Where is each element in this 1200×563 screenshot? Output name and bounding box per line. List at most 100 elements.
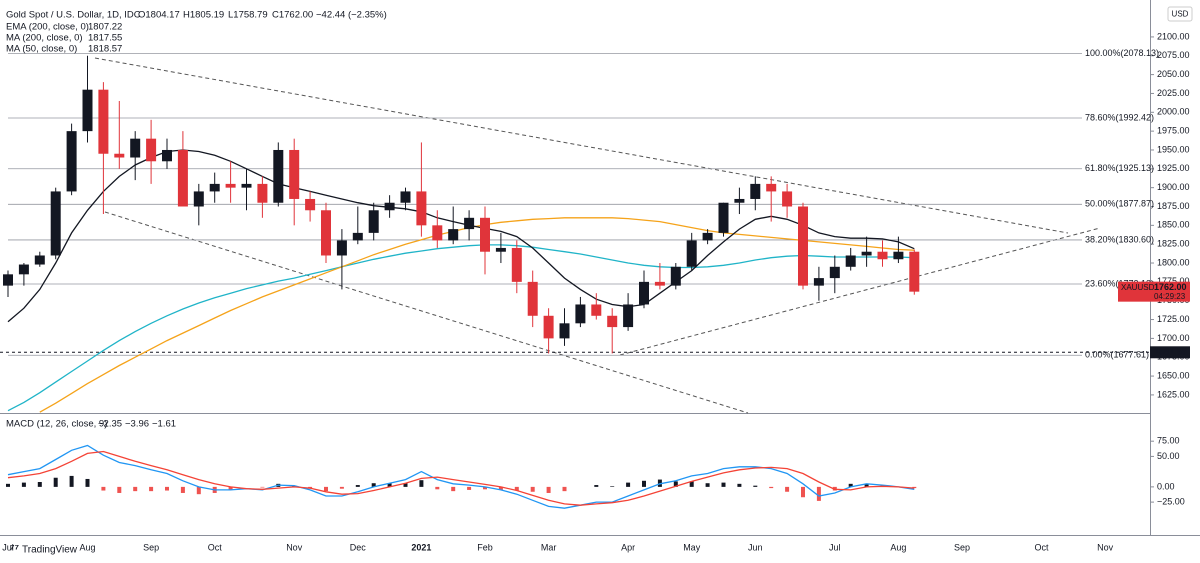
x-tick-label: Aug — [79, 542, 95, 552]
candle-body — [766, 183, 777, 192]
legend-name: EMA (200, close, 0) — [6, 22, 89, 33]
candle-body — [511, 247, 522, 282]
x-tick-label: Apr — [621, 542, 635, 552]
y-tick-label: −25.00 — [1157, 496, 1185, 506]
fib-label: 61.80%(1925.13) — [1085, 163, 1154, 173]
histogram-bar — [21, 482, 26, 487]
y-tick-label: 75.00 — [1157, 436, 1180, 446]
legend-value: −1.61 — [152, 419, 176, 430]
candle-body — [50, 191, 61, 256]
histogram-bar — [514, 486, 519, 491]
legend-value: −2.35 — [98, 419, 122, 430]
candle-body — [432, 225, 443, 241]
ohlc: O1804.17 — [138, 10, 180, 21]
y-tick-label: 1700.00 — [1157, 333, 1190, 343]
histogram-bar — [721, 482, 726, 487]
histogram-bar — [165, 486, 169, 491]
candle-body — [543, 315, 554, 339]
y-tick-label: 1850.00 — [1157, 220, 1190, 230]
histogram-bar — [69, 475, 74, 487]
histogram-bar — [196, 486, 201, 495]
legend-name: MA (200, close, 0) — [6, 33, 83, 44]
candle-body — [495, 247, 506, 252]
histogram-bar — [483, 486, 487, 490]
y-tick-label: 2075.00 — [1157, 50, 1190, 60]
symbol: Gold Spot / U.S. Dollar, 1D, IDC — [6, 10, 141, 21]
x-tick-label: Aug — [890, 542, 906, 552]
x-tick-label: Dec — [350, 542, 367, 552]
y-tick-label: 2100.00 — [1157, 31, 1190, 41]
candle-body — [607, 315, 618, 328]
histogram-bar — [324, 486, 328, 492]
histogram-bar — [689, 481, 694, 487]
candle-body — [829, 266, 840, 279]
y-tick-label: 2050.00 — [1157, 69, 1190, 79]
histogram-bar — [260, 486, 265, 488]
histogram-bar — [403, 483, 408, 487]
y-tick-label: 1950.00 — [1157, 144, 1190, 154]
histogram-bar — [626, 482, 631, 487]
trend-lines — [94, 57, 1101, 414]
x-tick-label: Jul — [2, 542, 14, 552]
currency: USD — [1172, 10, 1189, 19]
candle-body — [877, 251, 888, 260]
fib-label: 0.00%(1677.61) — [1085, 350, 1149, 360]
macd-title: MACD (12, 26, close, 9) — [6, 419, 107, 430]
candle-body — [273, 149, 284, 203]
ohlc: H1805.19 — [183, 10, 224, 21]
legend-value: 1817.55 — [88, 33, 122, 44]
y-tick-label: 1625.00 — [1157, 389, 1190, 399]
candle-body — [734, 198, 745, 203]
histogram-bar — [737, 483, 742, 487]
histogram-bar — [467, 486, 472, 490]
candle-body — [18, 264, 29, 275]
candle-body — [305, 198, 316, 211]
brand: ⁷⁷ TradingView — [10, 543, 78, 556]
candle-body — [336, 240, 347, 256]
histogram-bar — [594, 485, 599, 487]
histogram-bar — [451, 486, 456, 492]
x-tick-label: Oct — [1034, 542, 1049, 552]
fib-label: 38.20%(1830.60) — [1085, 234, 1154, 244]
legend-name: MA (50, close, 0) — [6, 44, 77, 55]
candle-body — [82, 89, 93, 132]
histogram-bar — [387, 483, 392, 487]
candle-body — [798, 206, 808, 286]
y-tick-label: 50.00 — [1157, 451, 1180, 461]
histogram-bar — [753, 485, 758, 487]
candle-body — [480, 217, 490, 252]
candle-body — [718, 202, 729, 233]
indicator-line — [7, 149, 915, 323]
y-tick-label: 1650.00 — [1157, 370, 1190, 380]
countdown: 04:29:23 — [1154, 292, 1186, 301]
candle-body — [321, 210, 331, 256]
x-tick-label: Feb — [477, 542, 493, 552]
y-tick-label: 1775.00 — [1157, 276, 1190, 286]
trend-line — [619, 227, 1101, 356]
histogram-bar — [6, 483, 10, 487]
currency-box[interactable] — [1167, 6, 1193, 22]
candle-body — [448, 229, 459, 241]
candle-body — [193, 191, 204, 207]
indicator-line — [7, 244, 915, 412]
histogram-bar — [530, 486, 535, 492]
trend-line — [94, 57, 1069, 234]
x-tick-label: Jun — [748, 542, 763, 552]
y-tick-label: 0.00 — [1157, 481, 1175, 491]
histogram-bar — [117, 486, 122, 493]
histogram-bar — [355, 485, 360, 487]
histogram-bar — [801, 486, 805, 498]
ohlc: L1758.79 — [228, 10, 268, 21]
histogram-bar — [546, 486, 551, 493]
histogram-bar — [705, 483, 710, 487]
candle-body — [3, 274, 13, 286]
legend-value: 1818.57 — [88, 44, 122, 55]
price-pane — [3, 55, 920, 413]
x-tick-label: Jul — [829, 542, 841, 552]
histogram-bar — [339, 486, 344, 489]
histogram-bar — [785, 486, 790, 492]
price-line-tag — [1150, 346, 1190, 359]
candle-body — [845, 255, 856, 267]
